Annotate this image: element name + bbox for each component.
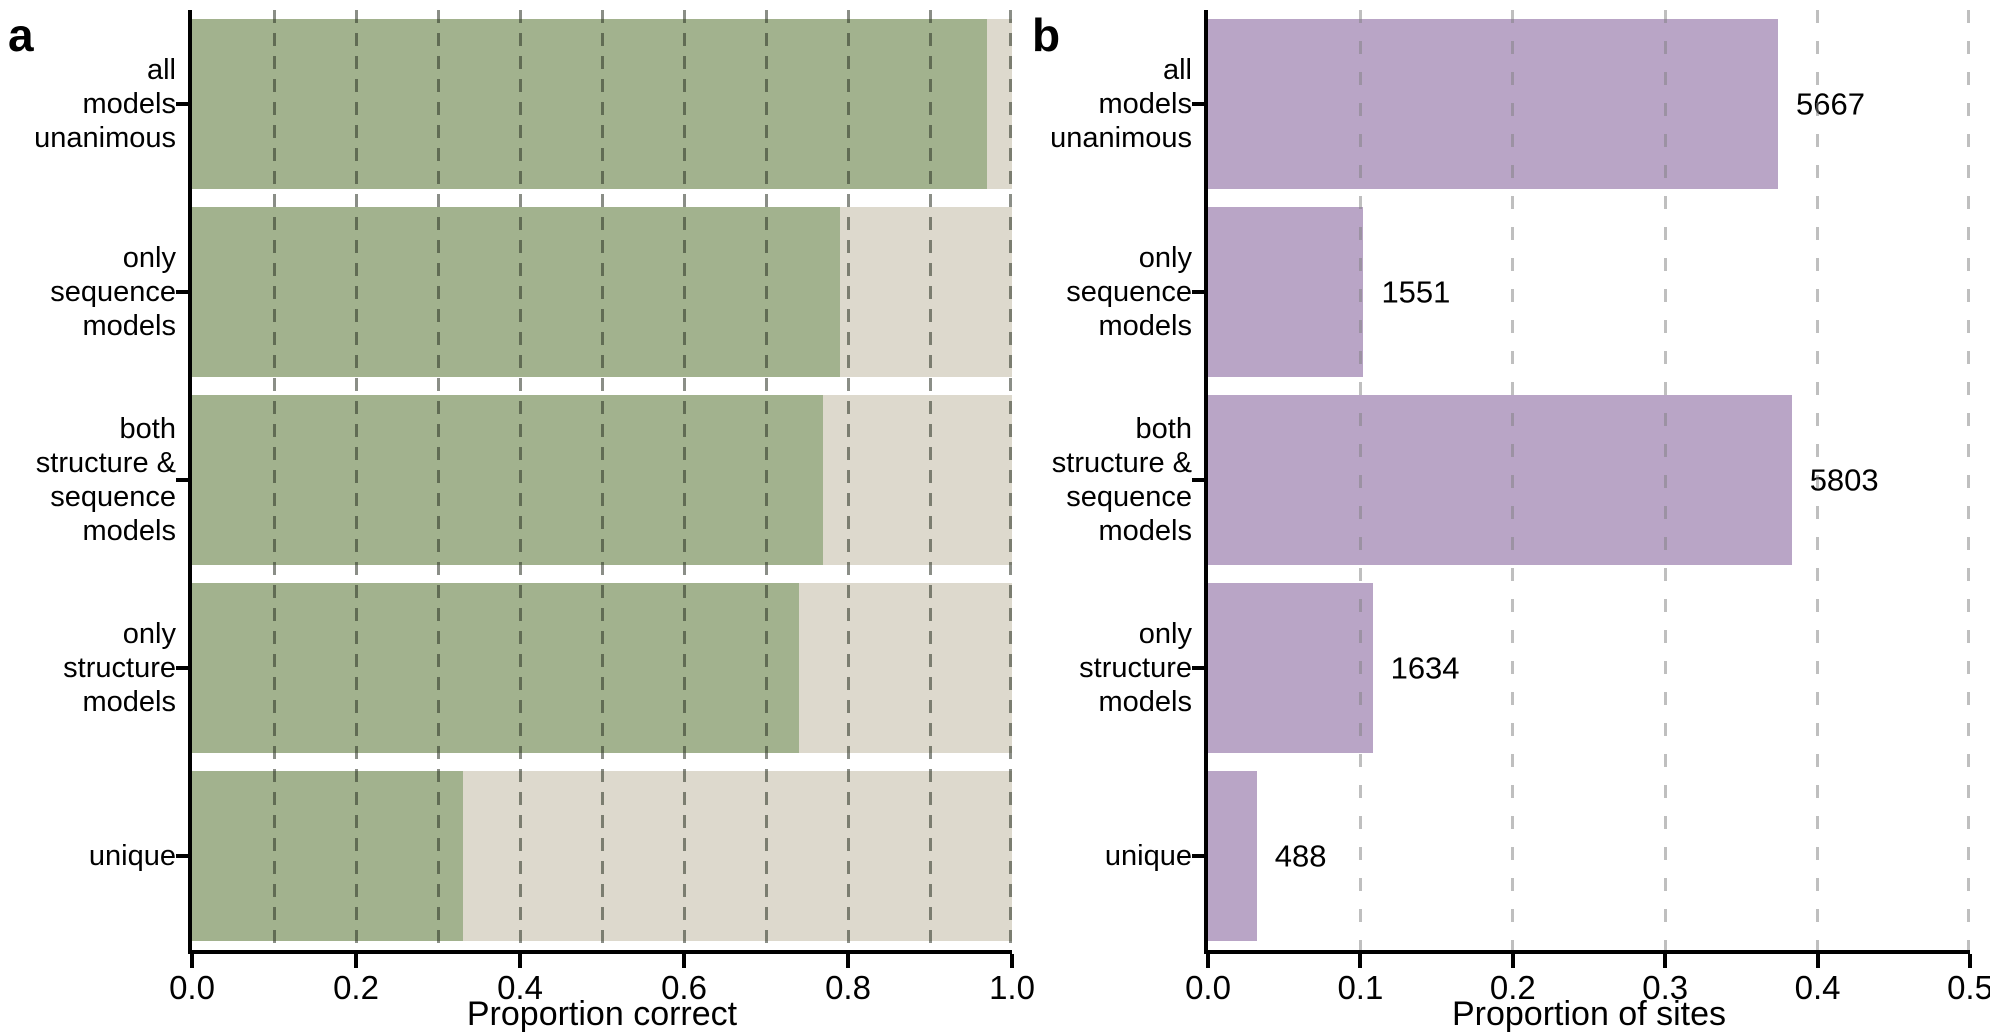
x-tick-mark [1010, 954, 1014, 968]
bar-count-label: 5803 [1809, 462, 1879, 498]
y-tick-mark [176, 854, 188, 858]
panel-a-letter: a [8, 9, 34, 61]
gridline [1966, 10, 1970, 950]
x-tick-mark [1815, 954, 1820, 968]
y-tick-mark [1192, 854, 1204, 858]
panel-a-row [192, 574, 1012, 762]
panel-b-row: 5803 [1208, 386, 1970, 574]
gridline [846, 10, 850, 950]
correct-bar [192, 395, 824, 565]
gridline [600, 10, 604, 950]
panel-a-x-axis-title: Proportion correct [466, 995, 738, 1033]
x-tick-label: 1.0 [989, 969, 1035, 1006]
category-label: both structure & sequence models [35, 413, 176, 547]
panel-a-plot-area: all models unanimous only sequence models both… [34, 10, 1035, 1006]
y-tick-mark [1192, 666, 1204, 670]
x-tick-mark [1206, 954, 1210, 968]
category-label: all models unanimous [1050, 54, 1192, 154]
category-label: only structure models [1079, 618, 1192, 718]
gridline [1511, 10, 1515, 950]
x-tick-label: 0.5 [1947, 969, 1990, 1006]
correct-bar [192, 583, 799, 753]
panel-b-letter: b [1032, 9, 1061, 61]
gridline [272, 10, 276, 950]
panel-b-row: 5667 [1208, 10, 1970, 198]
x-tick-label: 0.1 [1337, 969, 1384, 1006]
x-tick-label: 0.4 [1794, 969, 1841, 1006]
x-tick-mark [190, 954, 194, 968]
y-tick-mark [176, 290, 188, 294]
category-label: all models unanimous [34, 54, 176, 154]
gridline [518, 10, 522, 950]
x-tick-label: 0.6 [661, 969, 707, 1006]
x-tick-label: 0.8 [825, 969, 871, 1006]
x-tick-mark [846, 954, 850, 968]
x-tick-label: 0.4 [497, 969, 543, 1006]
x-tick-label: 0.0 [169, 969, 215, 1006]
y-tick-mark [176, 478, 188, 482]
x-axis-line [188, 950, 1012, 954]
correct-bar [192, 207, 840, 377]
y-axis-line [188, 10, 192, 954]
gridline [1663, 10, 1667, 950]
category-label: only structure models [63, 618, 176, 718]
gridline [1816, 10, 1820, 950]
x-tick-label: 0.0 [1185, 969, 1231, 1006]
panel-b-plot-area: 5667 1551 5803 1634 488 all models unanimous onl… [1050, 10, 1990, 1006]
x-tick-label: 0.3 [1642, 969, 1689, 1006]
x-tick-mark [518, 954, 522, 968]
gridline [682, 10, 686, 950]
x-tick-label: 0.2 [1489, 969, 1536, 1006]
x-tick-mark [1510, 954, 1515, 968]
x-tick-mark [1663, 954, 1668, 968]
x-axis-line [1204, 950, 1970, 954]
panel-b-row: 488 [1208, 762, 1970, 950]
panel-b-x-axis-title: Proportion of sites [1451, 995, 1727, 1033]
y-tick-mark [1192, 290, 1204, 294]
y-axis-line [1204, 10, 1208, 954]
bar-count-label: 488 [1274, 838, 1327, 874]
category-label: both structure & sequence models [1051, 413, 1192, 547]
gridline [354, 10, 358, 950]
panel-b-row: 1634 [1208, 574, 1970, 762]
category-label: only sequence models [1066, 242, 1192, 342]
bar-count-label: 5667 [1795, 86, 1865, 122]
x-tick-label: 0.2 [333, 969, 379, 1006]
sites-bar [1208, 771, 1257, 941]
gridline [1358, 10, 1362, 950]
gridline [436, 10, 440, 950]
x-tick-mark [354, 954, 358, 968]
sites-bar [1208, 207, 1364, 377]
y-tick-mark [1192, 102, 1204, 106]
category-label: unique [88, 840, 176, 872]
y-tick-mark [176, 666, 188, 670]
gridline [928, 10, 932, 950]
bar-count-label: 1634 [1390, 650, 1460, 686]
x-tick-mark [1968, 954, 1972, 968]
sites-bar [1208, 19, 1778, 189]
y-tick-mark [176, 102, 188, 106]
correct-bar [192, 19, 988, 189]
correct-bar [192, 771, 463, 941]
category-label: unique [1104, 840, 1192, 872]
panel-b-row: 1551 [1208, 198, 1970, 386]
sites-bar [1208, 583, 1373, 753]
gridline [764, 10, 768, 950]
x-tick-mark [682, 954, 686, 968]
y-tick-mark [1192, 478, 1204, 482]
sites-bar [1208, 395, 1792, 565]
x-tick-mark [1358, 954, 1363, 968]
gridline [1008, 10, 1012, 950]
bar-count-label: 1551 [1381, 274, 1451, 310]
category-label: only sequence models [50, 242, 176, 342]
